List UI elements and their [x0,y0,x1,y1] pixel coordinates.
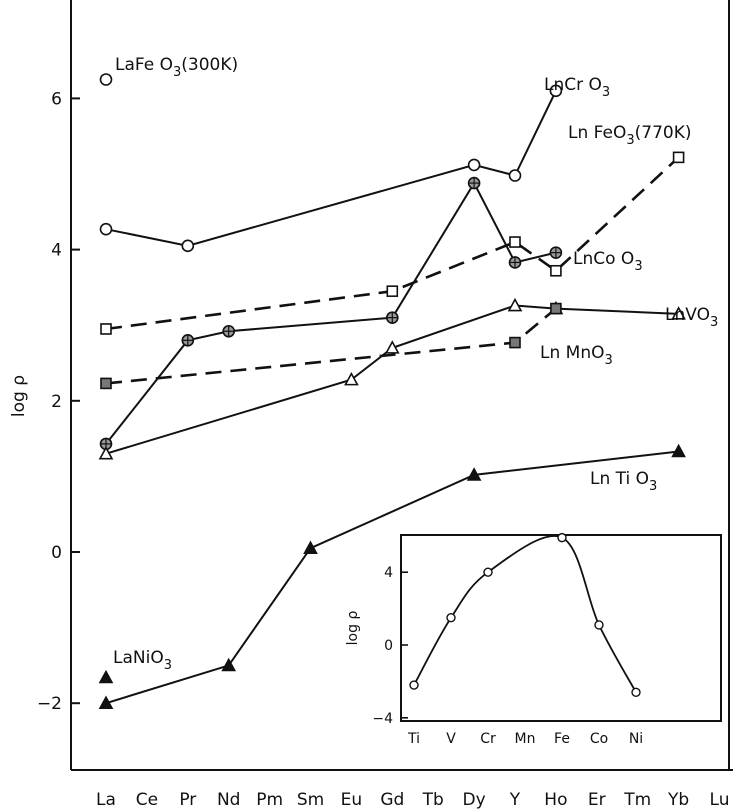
inset-data-point [409,680,419,690]
data-point [100,323,112,335]
series-label: Ln FeO3(770K) [568,123,692,148]
x-tick-label: Nd [217,790,241,810]
data-point [221,657,237,672]
data-point [98,695,114,710]
inset-data-point [631,687,641,698]
data-point [303,540,318,555]
y-tick-label: 4 [51,241,62,261]
x-tick-label: Pr [179,790,196,810]
x-tick-label: Gd [380,790,404,810]
data-point [509,236,521,248]
main-axes: −2 0 2 4 6 La Ce Pr Nd Pm Sm Eu Gd Tb Dy Y Ho Er Tm Yb Lu [37,89,730,810]
y-tick-label: −2 [37,694,62,714]
data-point [98,669,114,684]
data-point [671,443,686,458]
inset-x-tick-label: Ni [629,731,643,747]
data-point [509,336,521,349]
x-tick-label: La [96,790,116,810]
data-point [344,371,359,386]
inset-data-point [483,567,493,577]
data-point [384,340,400,354]
series-label: LnCo O3 [573,249,643,274]
data-point [466,467,482,481]
x-tick-label: Ce [136,790,158,810]
data-point [386,285,399,297]
data-point [99,73,113,86]
data-point [550,264,562,277]
series-label: LaNiO3 [113,648,172,673]
data-point [222,324,235,338]
inset-chart: log ρ −4 0 4 Ti V Cr Mn Fe Co Ni [345,532,722,747]
x-tick-label: Tm [623,790,651,810]
series-line [105,304,679,455]
x-tick-label: Sm [297,790,324,810]
x-tick-label: Lu [710,790,730,810]
data-point [99,222,113,236]
x-tick-label: Eu [341,790,363,810]
inset-axes: −4 0 4 Ti V Cr Mn Fe Co Ni [372,565,643,747]
inset-frame [400,534,722,722]
data-point [549,84,563,98]
data-point [385,311,399,324]
data-point [671,306,686,320]
x-tick-label: Dy [463,790,486,810]
inset-data-point [594,620,604,630]
series-label: Ln MnO3 [540,343,613,368]
main-series-markers [98,73,686,710]
series-label: Ln Ti O3 [590,469,657,494]
inset-x-tick-label: Mn [515,731,536,747]
data-point [507,297,523,312]
series-line [105,90,557,247]
series-label: LaFe O3(300K) [115,55,238,80]
inset-x-tick-label: Co [590,731,608,747]
data-point [672,151,685,164]
main-plot-frame [70,0,733,771]
inset-y-axis-title: log ρ [345,611,361,646]
x-tick-label: Pm [256,790,283,810]
inset-series [409,532,641,698]
data-point [550,302,562,315]
inset-y-tick-label: 4 [384,565,393,581]
data-point [467,176,481,190]
series-label: LnVO3 [665,305,718,330]
x-tick-label: Tb [422,790,444,810]
series-line [105,307,557,385]
data-point [467,158,481,172]
data-point [508,256,522,269]
series-line [105,181,557,445]
inset-x-tick-label: Ti [407,731,420,747]
x-tick-label: Ho [544,790,567,810]
inset-x-tick-label: V [446,731,456,747]
y-tick-label: 0 [51,543,62,563]
inset-x-tick-label: Cr [480,731,496,747]
inset-x-tick-label: Fe [554,731,570,747]
series-line [105,156,680,331]
data-point [181,334,195,347]
inset-data-point [557,532,567,543]
x-tick-label: Yb [667,790,689,810]
y-tick-label: 2 [51,392,62,412]
data-point [181,239,195,253]
data-point [508,169,522,182]
inset-data-point [446,613,456,623]
x-tick-label: Er [588,790,606,810]
inset-y-tick-label: −4 [372,711,393,727]
data-point [100,377,112,390]
data-point [98,446,114,460]
x-tick-label: Y [509,790,521,810]
main-y-axis-title: log ρ [9,375,29,417]
inset-y-tick-label: 0 [384,638,393,654]
data-point [549,246,563,259]
y-tick-label: 6 [51,89,62,109]
